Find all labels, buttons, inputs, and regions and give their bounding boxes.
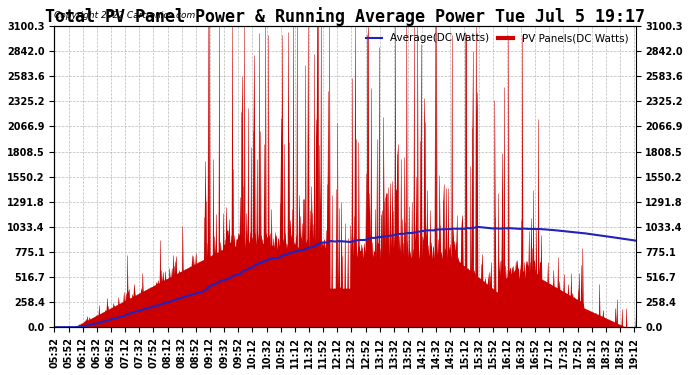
Title: Total PV Panel Power & Running Average Power Tue Jul 5 19:17: Total PV Panel Power & Running Average P… <box>45 7 645 26</box>
Legend: Average(DC Watts), PV Panels(DC Watts): Average(DC Watts), PV Panels(DC Watts) <box>364 31 631 45</box>
Text: Copyright 2022 Cartronics.com: Copyright 2022 Cartronics.com <box>55 11 196 20</box>
